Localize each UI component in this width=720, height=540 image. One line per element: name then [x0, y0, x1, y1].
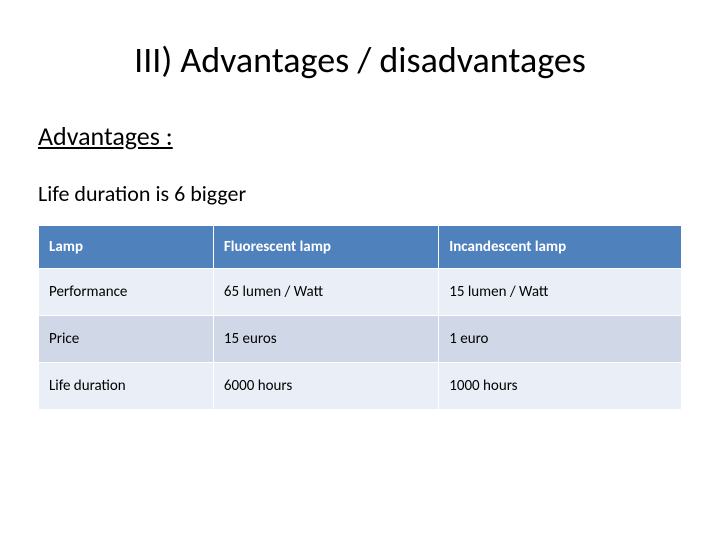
col-header-incandescent: Incandescent lamp [439, 226, 682, 269]
cell: 65 lumen / Watt [213, 269, 438, 316]
col-header-fluorescent: Fluorescent lamp [213, 226, 438, 269]
cell: 15 lumen / Watt [439, 269, 682, 316]
slide-title: III) Advantages / disadvantages [38, 38, 682, 82]
section-subtitle: Advantages : [38, 120, 682, 152]
cell: 1000 hours [439, 363, 682, 410]
row-label: Life duration [39, 363, 214, 410]
col-header-lamp: Lamp [39, 226, 214, 269]
cell: 15 euros [213, 316, 438, 363]
comparison-table: Lamp Fluorescent lamp Incandescent lamp … [38, 225, 682, 410]
cell: 6000 hours [213, 363, 438, 410]
table-row: Performance 65 lumen / Watt 15 lumen / W… [39, 269, 682, 316]
slide: III) Advantages / disadvantages Advantag… [0, 0, 720, 540]
table-row: Life duration 6000 hours 1000 hours [39, 363, 682, 410]
row-label: Performance [39, 269, 214, 316]
lead-text: Life duration is 6 bigger [38, 180, 682, 207]
table-row: Price 15 euros 1 euro [39, 316, 682, 363]
row-label: Price [39, 316, 214, 363]
table-header-row: Lamp Fluorescent lamp Incandescent lamp [39, 226, 682, 269]
cell: 1 euro [439, 316, 682, 363]
